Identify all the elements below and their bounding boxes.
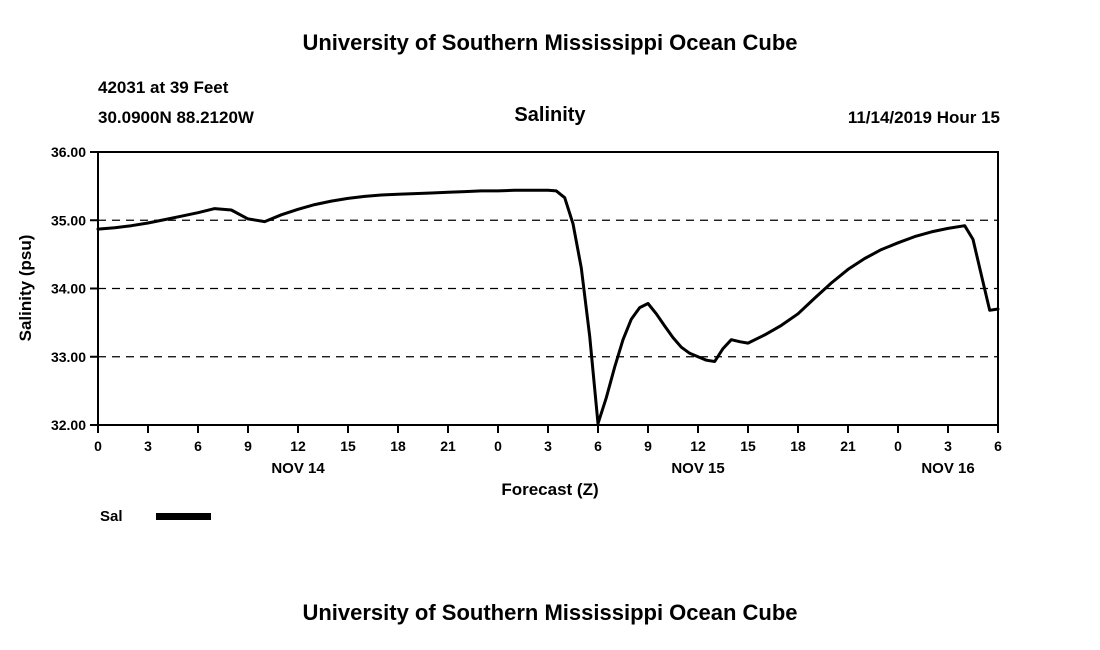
station-id: 42031 at 39 Feet xyxy=(98,78,229,97)
station-coordinates: 30.0900N 88.2120W xyxy=(98,108,254,127)
x-tick-label: 6 xyxy=(594,438,602,454)
page-title-bottom: University of Southern Mississippi Ocean… xyxy=(302,600,798,625)
x-tick-label: 6 xyxy=(994,438,1002,454)
legend-line-swatch xyxy=(155,513,211,520)
x-tick-label: 0 xyxy=(894,438,902,454)
x-date-label: NOV 15 xyxy=(671,460,724,477)
x-tick-label: 3 xyxy=(144,438,152,454)
y-tick-label: 32.00 xyxy=(51,417,86,433)
x-tick-label: 0 xyxy=(94,438,102,454)
x-tick-label: 18 xyxy=(390,438,406,454)
legend: Sal xyxy=(100,508,211,525)
x-tick-label: 15 xyxy=(340,438,356,454)
x-tick-label: 3 xyxy=(544,438,552,454)
x-tick-label: 9 xyxy=(244,438,252,454)
x-tick-label: 18 xyxy=(790,438,806,454)
x-axis-label: Forecast (Z) xyxy=(501,480,599,499)
chart-title: Salinity xyxy=(514,104,586,126)
x-date-label: NOV 16 xyxy=(921,460,974,477)
forecast-datetime: 11/14/2019 Hour 15 xyxy=(847,108,1000,127)
x-tick-label: 12 xyxy=(690,438,706,454)
x-tick-label: 6 xyxy=(194,438,202,454)
x-tick-label: 0 xyxy=(494,438,502,454)
y-tick-label: 34.00 xyxy=(51,281,86,297)
x-tick-label: 21 xyxy=(440,438,456,454)
y-tick-label: 36.00 xyxy=(51,144,86,160)
page-title-top: University of Southern Mississippi Ocean… xyxy=(302,30,798,55)
y-tick-label: 35.00 xyxy=(51,212,86,228)
x-date-label: NOV 14 xyxy=(271,460,325,477)
x-tick-label: 9 xyxy=(644,438,652,454)
x-tick-label: 21 xyxy=(840,438,856,454)
x-tick-label: 15 xyxy=(740,438,756,454)
y-tick-label: 33.00 xyxy=(51,349,86,365)
salinity-line xyxy=(96,188,1000,426)
legend-label: Sal xyxy=(100,508,123,525)
x-tick-label: 12 xyxy=(290,438,306,454)
x-tick-label: 3 xyxy=(944,438,952,454)
